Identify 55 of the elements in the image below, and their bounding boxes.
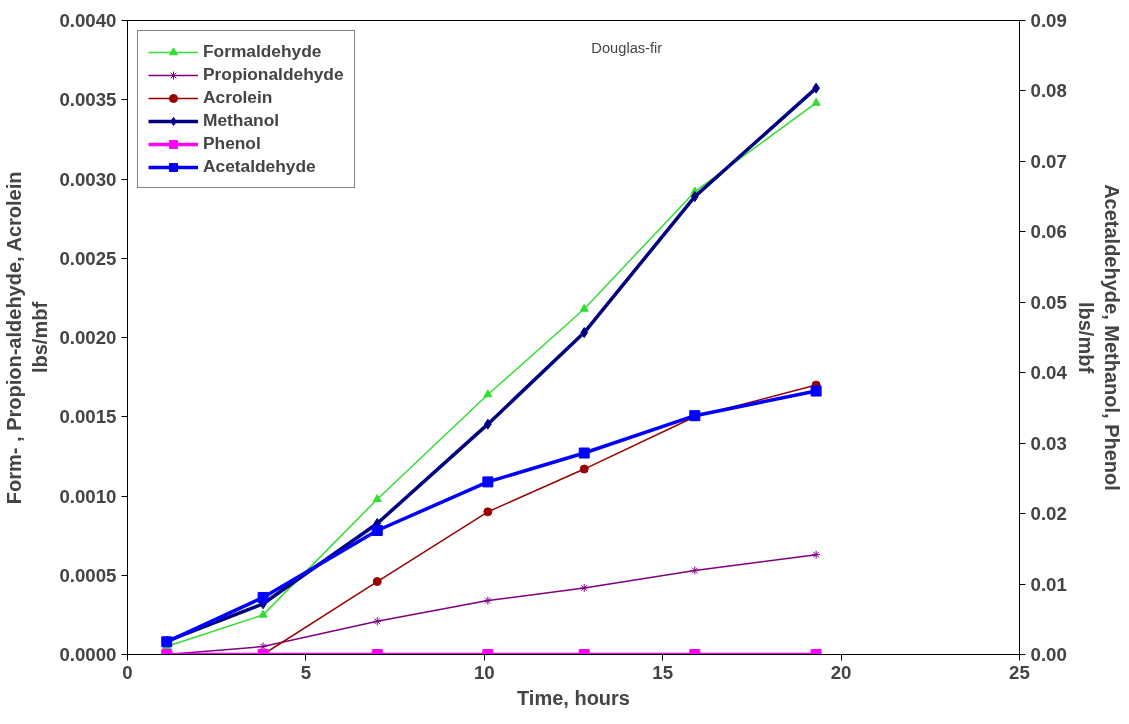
y-tick-label: 0.0035 [59, 89, 117, 111]
point [372, 577, 382, 587]
y2-tick-label: 0.09 [1030, 10, 1067, 31]
point [579, 464, 589, 474]
y2-axis-title: Acetaldehyde, Methanol, Phenol lbs/mbf [1074, 184, 1124, 491]
x-tick-label: 25 [1009, 661, 1030, 683]
y2-tick-label: 0.07 [1030, 150, 1067, 172]
x-axis-title: Time, hours [517, 686, 631, 709]
legend-label: Formaldehyde [203, 41, 322, 62]
x-tick-label: 15 [652, 661, 674, 683]
y-tick-label: 0.0005 [59, 564, 117, 586]
y2-tick-label: 0.03 [1030, 432, 1067, 454]
point [372, 494, 382, 502]
point [810, 385, 822, 397]
point [482, 476, 494, 488]
legend-label: Phenol [203, 133, 261, 154]
point [483, 596, 493, 606]
point [257, 591, 269, 603]
point [371, 525, 383, 537]
y-tick-label: 0.0010 [59, 485, 117, 507]
point [579, 583, 589, 593]
point [580, 327, 589, 339]
x-tick-label: 0 [122, 661, 133, 683]
legend-label: Acrolein [203, 87, 273, 108]
point [811, 97, 821, 106]
y-tick-label: 0.0030 [59, 168, 117, 190]
y2-tick-label: 0.08 [1030, 80, 1067, 102]
y-tick-label: 0.0000 [59, 644, 117, 665]
point [690, 191, 699, 203]
point [578, 447, 590, 459]
annotation: Douglas-fir [591, 39, 663, 56]
point [811, 550, 821, 560]
point [372, 616, 382, 626]
legend-label: Propionaldehyde [203, 64, 344, 85]
legend-label: Methanol [203, 110, 280, 131]
x-tick-label: 20 [830, 661, 852, 683]
legend-label: Acetaldehyde [203, 156, 316, 177]
point [483, 507, 493, 517]
y-tick-label: 0.0015 [59, 406, 117, 428]
point [483, 389, 493, 398]
point [258, 609, 268, 618]
y2-tick-label: 0.00 [1030, 644, 1067, 665]
x-tick-label: 5 [300, 661, 312, 683]
y-tick-label: 0.0025 [59, 247, 117, 269]
y2-tick-label: 0.06 [1030, 221, 1067, 243]
y2-tick-label: 0.05 [1030, 291, 1067, 313]
y2-tick-label: 0.02 [1030, 503, 1067, 525]
point [579, 303, 589, 312]
y2-tick-label: 0.01 [1030, 573, 1067, 595]
x-tick-label: 10 [473, 661, 495, 683]
point [690, 565, 700, 575]
y-tick-label: 0.0040 [59, 10, 117, 31]
y-tick-label: 0.0020 [59, 327, 117, 348]
y-axis-title: Form- , Propion-aldehyde, Acrolein lbs/mbf [3, 171, 52, 505]
y2-tick-label: 0.04 [1030, 362, 1068, 384]
